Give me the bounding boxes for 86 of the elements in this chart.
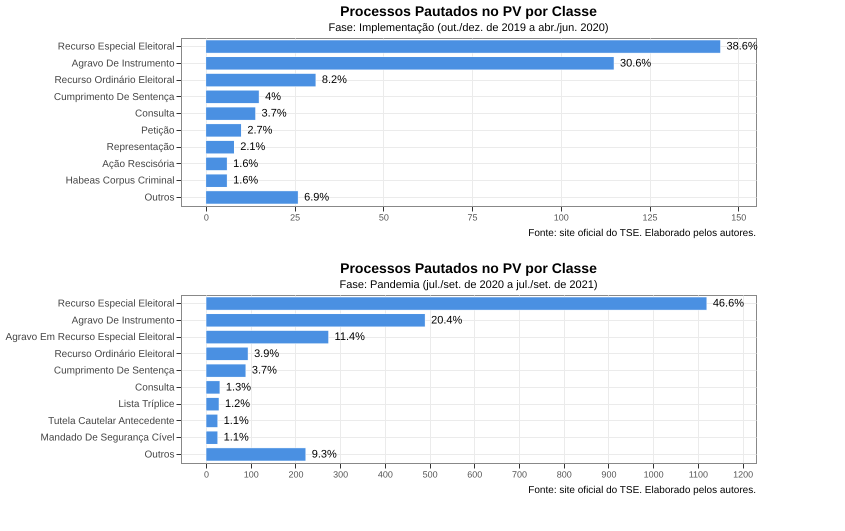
x-tick-label: 1100 (688, 470, 708, 480)
bar (206, 174, 228, 188)
source-note: Fonte: site oficial do TSE. Elaborado pelos autores. (528, 228, 756, 239)
annotation: 2.7% (247, 124, 273, 136)
bar (206, 190, 298, 204)
bar (206, 347, 248, 361)
annotation: 9.3% (312, 448, 338, 460)
annotation: 2.1% (240, 141, 266, 154)
annotation: 3.7% (262, 108, 287, 120)
annotation: 30.6% (620, 57, 652, 70)
y-tick-label: Agravo De Instrumento (72, 58, 175, 70)
annotation: 4% (265, 90, 282, 103)
x-tick-label: 0 (204, 470, 210, 480)
y-tick-label: Petição (141, 125, 175, 136)
bar (206, 40, 721, 54)
chart-title: Processos Pautados no PV por Classe (340, 3, 598, 19)
bar (206, 330, 329, 344)
annotation: 6.9% (304, 191, 330, 204)
x-tick-label: 150 (731, 212, 746, 222)
annotation: 20.4% (431, 314, 463, 326)
x-tick-label: 300 (333, 470, 348, 480)
bar (206, 90, 260, 104)
bar (206, 380, 220, 394)
chart-title: Processos Pautados no PV por Classe (340, 260, 598, 276)
y-tick-label: Tutela Cautelar Antecedente (48, 416, 175, 427)
y-tick-label: Representação (106, 142, 175, 154)
y-tick-label: Consulta (135, 108, 175, 120)
bar (206, 124, 242, 138)
y-tick-label: Ação Rescisória (102, 158, 175, 170)
annotation: 1.6% (233, 174, 258, 187)
y-tick-label: Lista Tríplice (118, 399, 175, 410)
x-tick-label: 200 (288, 470, 304, 480)
bar (206, 73, 316, 87)
bar (206, 364, 246, 378)
bar (206, 414, 218, 428)
x-tick-label: 1200 (733, 470, 754, 480)
x-tick-label: 0 (204, 212, 209, 222)
y-tick-label: Cumprimento De Sentença (54, 92, 175, 103)
annotation: 11.4% (334, 331, 366, 344)
source-note: Fonte: site oficial do TSE. Elaborado pelos autores. (528, 485, 756, 496)
chart-subtitle: Fase: Pandemia (jul./set. de 2020 a jul./set. de 2021) (339, 279, 598, 291)
x-tick-label: 500 (422, 470, 438, 480)
x-tick-label: 100 (244, 470, 259, 480)
bar (206, 314, 426, 328)
bar (206, 106, 256, 120)
y-tick-label: Outros (144, 449, 174, 460)
y-tick-label: Recurso Ordinário Eleitoral (54, 348, 174, 360)
bar (206, 56, 614, 70)
x-tick-label: 600 (467, 470, 482, 480)
annotation: 1.1% (224, 432, 249, 444)
x-tick-label: 800 (556, 470, 572, 480)
y-tick-label: Recurso Ordinário Eleitoral (54, 75, 174, 86)
annotation: 8.2% (322, 74, 348, 86)
bar (206, 140, 234, 154)
annotation: 3.9% (254, 348, 280, 360)
annotation: 1.1% (224, 414, 249, 427)
x-tick-label: 100 (554, 212, 569, 222)
y-tick-label: Cumprimento De Sentença (54, 366, 175, 377)
bar (206, 157, 228, 171)
y-tick-label: Recurso Especial Eleitoral (58, 42, 174, 53)
x-tick-label: 400 (378, 470, 393, 480)
x-tick-label: 700 (512, 470, 528, 480)
annotation: 3.7% (252, 364, 278, 377)
x-tick-label: 50 (378, 212, 389, 222)
chart-subtitle: Fase: Implementação (out./dez. de 2019 a abr./jun. 2020) (328, 22, 609, 34)
annotation: 38.6% (726, 40, 758, 53)
bar (206, 296, 708, 310)
x-tick-label: 125 (642, 212, 658, 222)
y-tick-label: Recurso Especial Eleitoral (58, 298, 174, 310)
y-tick-label: Mandado De Segurança Cível (40, 432, 174, 444)
y-tick-label: Agravo De Instrumento (72, 315, 175, 326)
y-tick-label: Agravo Em Recurso Especial Eleitoral (6, 332, 174, 344)
y-tick-label: Habeas Corpus Criminal (66, 176, 174, 187)
x-tick-label: 900 (601, 470, 616, 480)
x-tick-label: 25 (290, 212, 300, 222)
annotation: 1.2% (225, 398, 250, 410)
annotation: 1.6% (233, 158, 258, 170)
annotation: 46.6% (712, 298, 744, 310)
bar (206, 397, 220, 411)
x-tick-label: 1000 (644, 470, 664, 480)
annotation: 1.3% (226, 381, 252, 394)
y-tick-label: Consulta (135, 382, 175, 394)
x-tick-label: 75 (468, 212, 478, 222)
bar (206, 430, 218, 444)
bar (206, 448, 306, 462)
y-tick-label: Outros (144, 192, 174, 204)
